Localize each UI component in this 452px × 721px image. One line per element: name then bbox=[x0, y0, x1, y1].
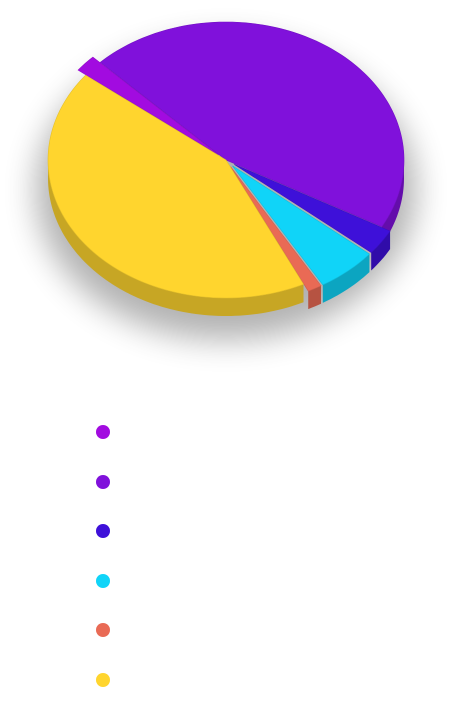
pie-slice-6[interactable] bbox=[47, 74, 304, 299]
pie-slice-side-2 bbox=[381, 157, 404, 245]
legend-item[interactable] bbox=[96, 572, 122, 622]
pie-slices bbox=[47, 21, 405, 299]
pie-sides bbox=[48, 157, 404, 316]
legend-marker-icon bbox=[96, 623, 110, 638]
pie-slice-side-5 bbox=[308, 285, 322, 310]
legend-item[interactable] bbox=[96, 423, 122, 473]
pie-chart bbox=[36, 21, 416, 340]
pie-slice-side-4 bbox=[322, 254, 370, 303]
pie-slice-side-6 bbox=[48, 157, 304, 316]
legend-item[interactable] bbox=[96, 522, 122, 572]
pie-slice-side-3 bbox=[371, 231, 391, 271]
legend-marker-icon bbox=[96, 474, 110, 489]
legend-item[interactable] bbox=[96, 473, 122, 523]
legend-marker-icon bbox=[96, 524, 110, 539]
legend-item[interactable] bbox=[96, 621, 122, 671]
legend-marker-icon bbox=[96, 573, 110, 588]
legend-item[interactable] bbox=[96, 671, 122, 721]
pie-slice-1[interactable] bbox=[77, 56, 219, 156]
pie-slice-5[interactable] bbox=[230, 166, 322, 292]
pie-slice-2[interactable] bbox=[99, 21, 405, 228]
legend bbox=[96, 423, 122, 721]
legend-marker-icon bbox=[96, 672, 110, 687]
legend-marker-icon bbox=[96, 425, 110, 439]
pie-slice-4[interactable] bbox=[232, 165, 370, 286]
pie-slice-3[interactable] bbox=[234, 164, 391, 253]
